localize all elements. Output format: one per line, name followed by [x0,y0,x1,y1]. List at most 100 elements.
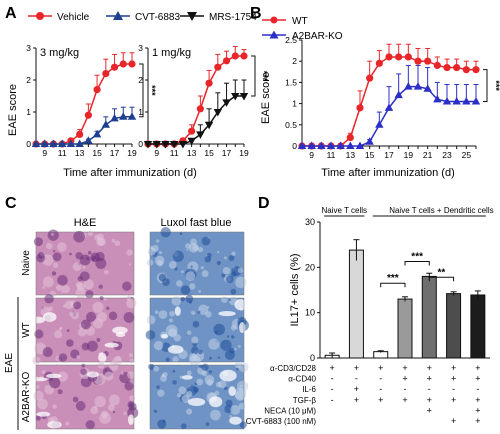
data-point [317,141,326,149]
data-point [433,94,442,103]
significance-bracket [380,282,406,288]
panel-label-c: C [5,195,17,212]
legend-b: WT A2BAR-KO [262,16,343,42]
significance-chartA1-label: *** [147,85,157,96]
data-point [452,96,461,105]
x-tick-label: 9 [42,148,47,158]
legend-label-wt: WT [292,16,308,27]
condition-mark: + [451,416,456,426]
data-point [443,63,451,72]
chart-b: 0 0.5 1 1.5 2 2.5 9 11 13 15 17 19 21 23 25 *** [285,35,500,160]
y-tick-label: 0 [292,141,297,151]
x-tick-label: 11 [58,148,67,158]
significance-chartA1-bracket [139,63,144,118]
condition-mark: - [379,384,382,394]
y-tick-label: 20 [305,262,315,272]
significance-chartB-bracket [483,69,488,102]
data-point [355,141,365,149]
x-tick-label: 17 [222,148,232,158]
y-tick-label: 30 [305,217,315,227]
data-point [127,112,137,120]
condition-mark: + [427,374,432,384]
x-tick-label: 15 [204,148,214,158]
x-axis-title-b: Time after immunization (d) [321,167,454,179]
significance-chartA2-label: *** [259,71,269,82]
data-point [222,57,231,65]
x-tick-label: 17 [384,150,394,160]
significance-chartA2-bracket [251,55,256,97]
data-point [188,127,196,135]
bar-1 [348,249,364,359]
data-point [346,141,355,149]
data-point [365,137,374,145]
data-point [57,139,67,147]
data-point [84,136,93,144]
condition-mark: + [475,363,480,373]
data-point [84,111,92,119]
data-point [424,57,432,65]
data-point [346,133,354,142]
group-label-dc: Naive T cells + Dendritic cells [389,206,493,215]
data-point [404,53,412,61]
condition-mark: + [354,395,359,405]
legend-marker-wt [270,16,278,24]
histology-image-lfb-0 [146,226,247,296]
y-tick-label: 0 [138,139,143,149]
data-point [49,139,58,147]
condition-mark: + [475,405,480,415]
x-tick-label: 9 [309,150,314,160]
x-tick-label: 19 [239,148,249,158]
condition-mark: + [378,395,383,405]
y-tick-label: 1 [26,107,31,117]
y-tick-label: 0.5 [285,120,297,130]
data-point [31,139,41,147]
data-point [336,141,345,149]
y-tick-label: 0 [26,139,31,149]
x-tick-label: 19 [127,148,137,158]
data-point [169,141,179,149]
condition-label: α-CD3/CD28 [270,364,317,373]
significance-label: ** [438,267,446,278]
y-tick-label: 2.5 [285,35,297,45]
significance-bracket [428,276,455,282]
y-tick-label: 1 [292,99,297,109]
significance-label: *** [411,251,423,262]
y-tick-label: 1 [138,107,143,117]
y-tick-label: 2 [26,75,31,85]
data-point [375,59,383,67]
y-axis-title-a: EAE score [7,84,19,136]
histology-image-lfb-2 [148,361,249,430]
data-point [231,52,239,60]
y-tick-label: 2 [292,56,297,66]
data-point [442,96,452,105]
column-title-he: H&E [74,217,97,229]
condition-mark: - [452,384,455,394]
data-point [307,141,316,149]
data-point [462,66,470,74]
data-point [433,61,441,70]
condition-mark: + [475,416,480,426]
data-point [404,82,413,90]
condition-label: α-CD40 [288,375,316,384]
legend-a: Vehicle CVT-6883 MRS-1754 [28,11,257,23]
condition-mark: - [355,374,358,384]
condition-mark: + [402,363,407,373]
condition-mark: + [354,384,359,394]
panel-label-a: A [5,5,17,22]
data-point [204,121,214,130]
condition-mark: + [402,395,407,405]
bar-6 [470,294,486,359]
data-point [471,96,481,105]
chart-a-1mg: 0 1 2 3 9 11 13 15 17 19 1 mg/kg *** [138,43,269,158]
data-point [152,141,161,149]
row-label-naive: Naive [21,250,32,276]
condition-mark: - [331,395,334,405]
bar-3 [397,298,413,359]
histology-image-he-2 [30,361,139,430]
y-tick-label: 10 [305,308,315,318]
data-point [205,79,213,87]
x-tick-label: 11 [327,150,336,160]
data-point [76,130,84,138]
panel-label-b: B [250,5,262,22]
condition-mark: - [428,384,431,394]
